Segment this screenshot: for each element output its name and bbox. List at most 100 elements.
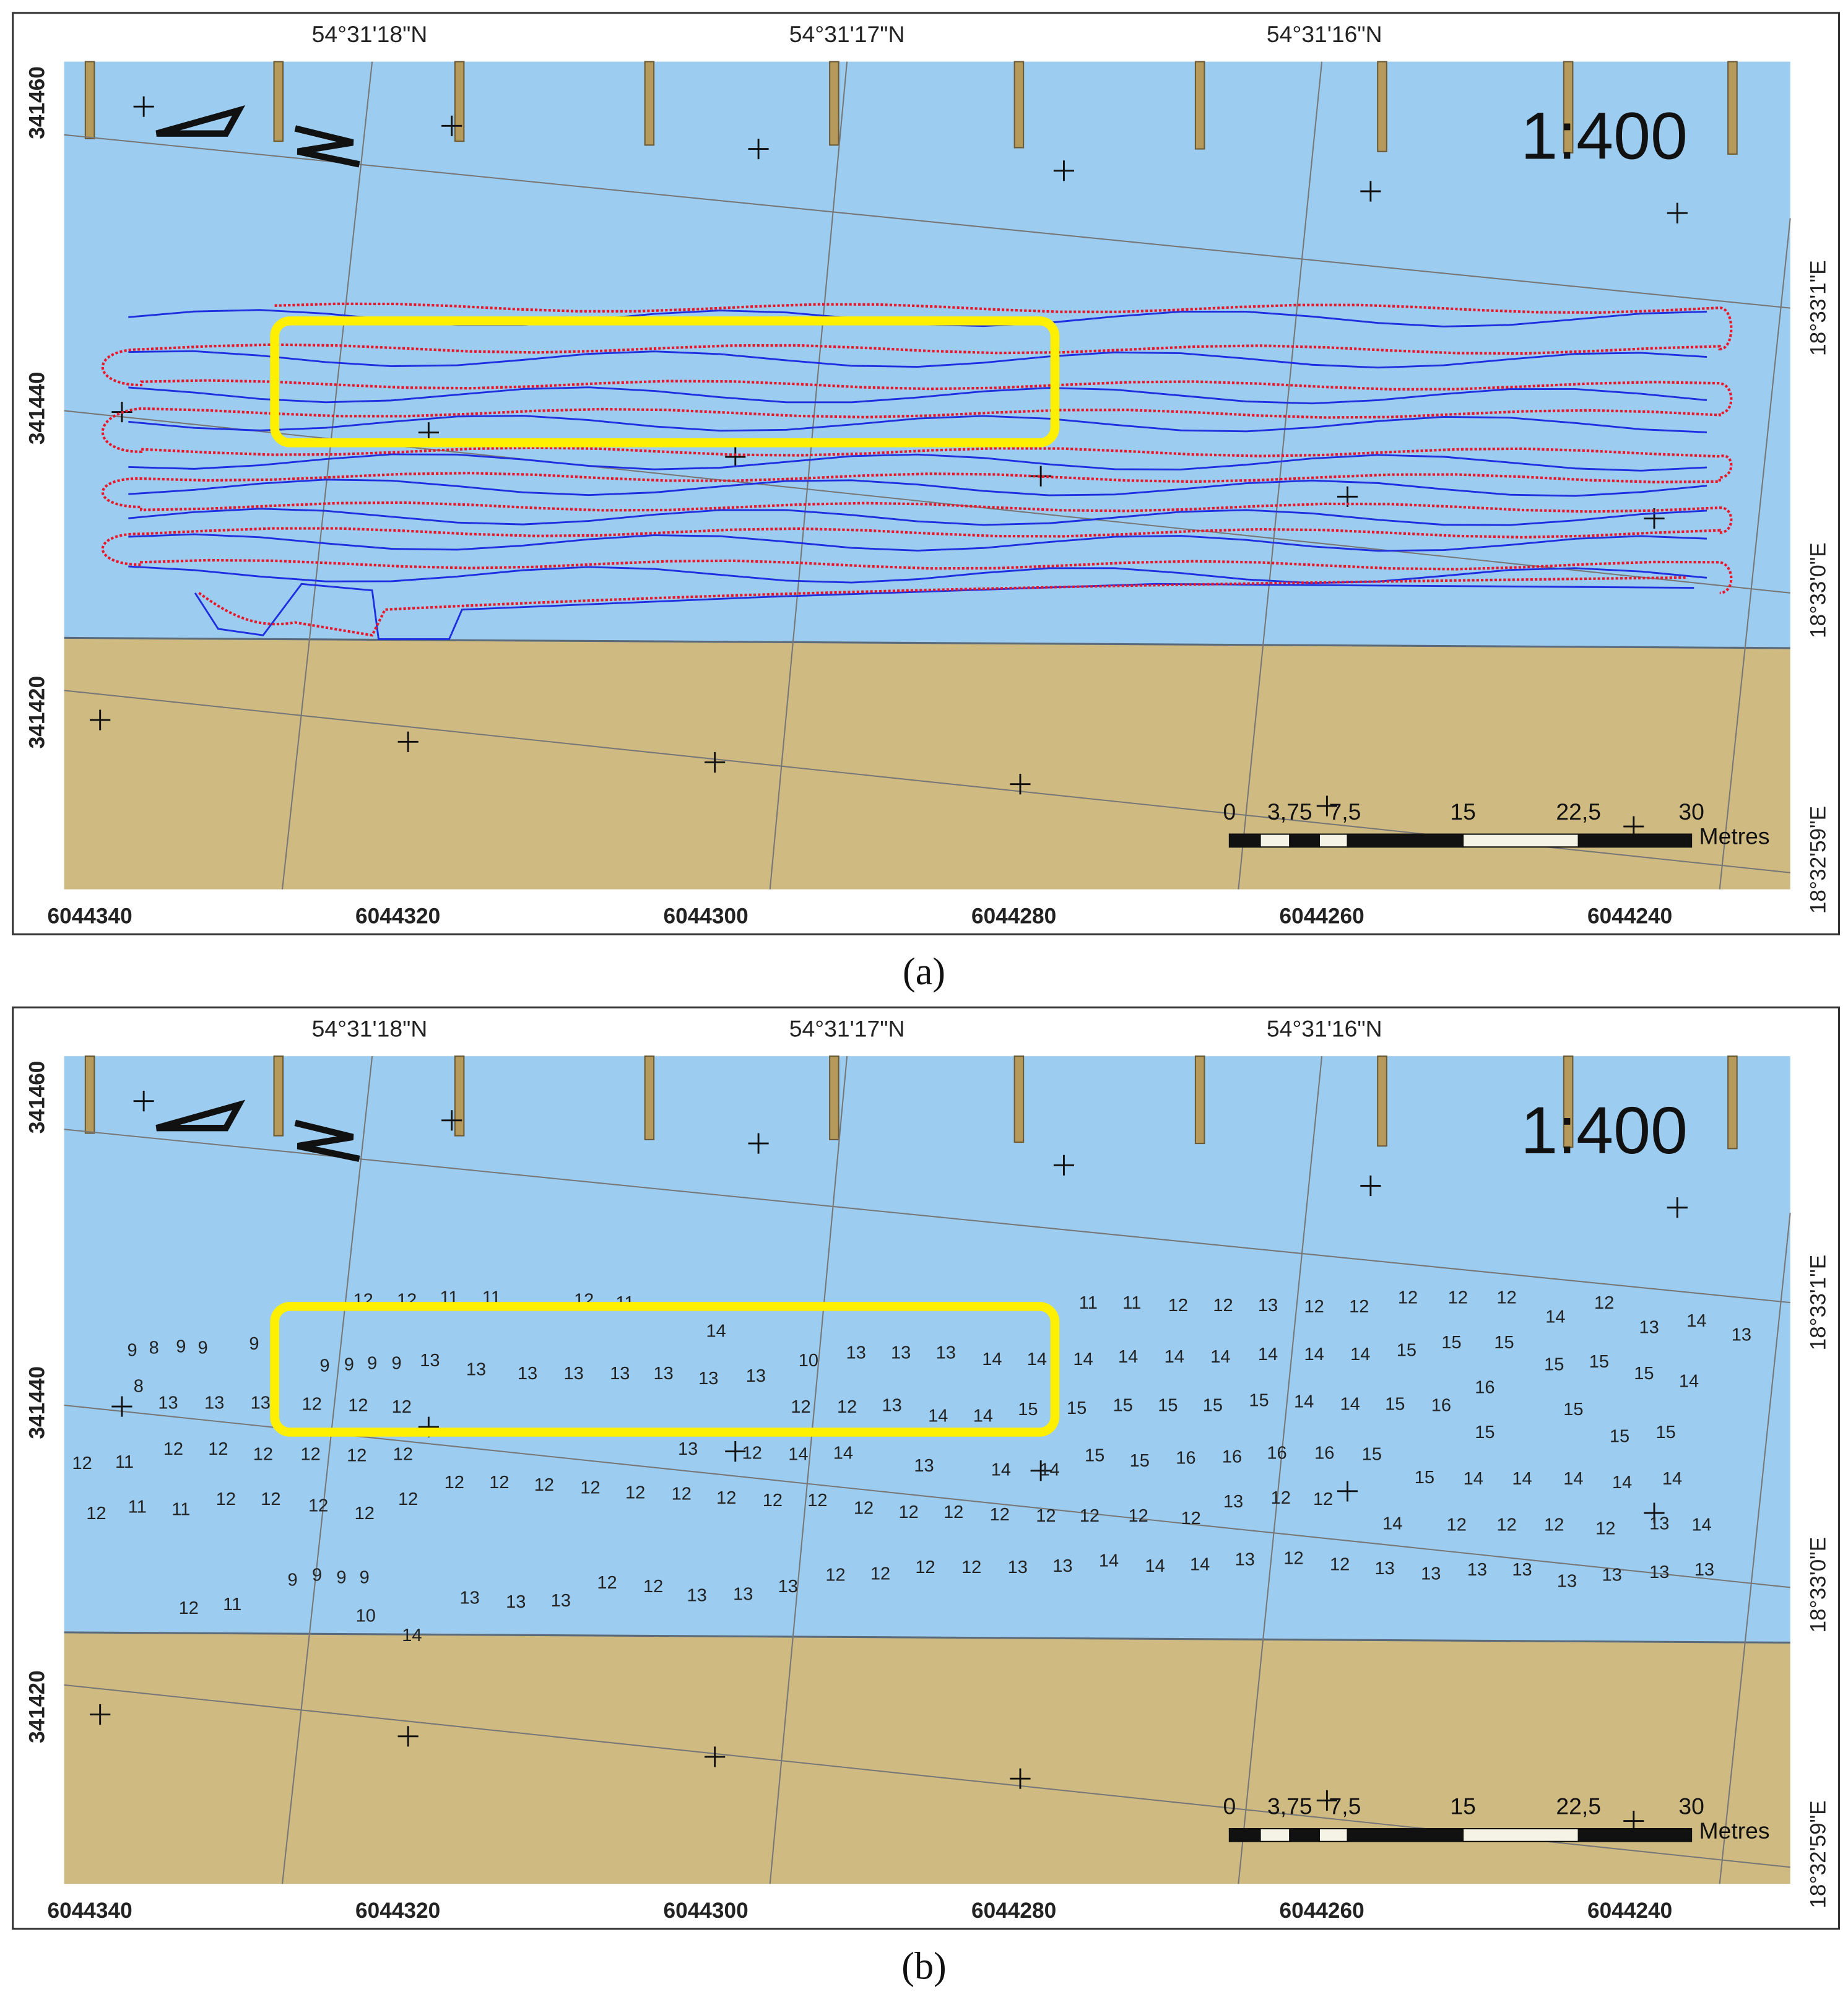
depth-sounding: 13 [936,1343,956,1363]
depth-sounding: 14 [1350,1345,1370,1364]
water [64,1056,1790,1643]
depth-sounding: 13 [1052,1556,1072,1576]
right-coordinate-label: 18°33'0"E [1807,1537,1831,1633]
depth-sounding: 15 [1249,1390,1269,1410]
depth-sounding: 12 [791,1397,810,1417]
right-coordinate-label: 18°33'1"E [1807,1255,1831,1351]
pier [644,1055,655,1140]
bottom-coordinate-label: 6044340 [48,904,132,929]
depth-sounding: 13 [1602,1565,1621,1585]
land [64,638,1790,890]
depth-sounding: 12 [825,1565,845,1585]
depth-sounding: 12 [1213,1296,1233,1315]
depth-sounding: 12 [347,1446,367,1466]
depth-sounding: 12 [216,1489,236,1509]
depth-sounding: 14 [706,1321,726,1341]
depth-sounding: 14 [1679,1371,1699,1391]
depth-sounding: 14 [1545,1307,1565,1327]
pier [1377,61,1387,152]
depth-sounding: 15 [1158,1396,1178,1416]
grid-cross [90,1704,111,1725]
depth-sounding: 14 [1210,1347,1230,1367]
scale-bar-segment [1259,1827,1291,1842]
left-coordinate-label: 341440 [25,372,50,445]
north-arrow [155,105,360,168]
pier [1727,1055,1738,1150]
scale-bar-segment [1347,833,1464,848]
depth-sounding: 13 [204,1393,224,1413]
grid-cross [1667,1197,1688,1218]
depth-sounding: 9 [197,1338,207,1358]
right-coordinate-label: 18°32'59"E [1807,806,1831,914]
grid-cross [705,1746,726,1767]
depth-sounding: 12 [1496,1288,1516,1308]
depth-sounding: 12 [898,1502,918,1522]
land [64,1632,1790,1884]
graticule-line [282,61,373,890]
depth-sounding: 9 [336,1567,346,1587]
depth-sounding: 16 [1176,1449,1195,1468]
depth-sounding: 14 [1464,1469,1483,1489]
depth-sounding: 12 [355,1504,375,1523]
depth-sounding: 9 [249,1334,259,1354]
depth-sounding: 8 [134,1377,144,1397]
depth-sounding: 12 [580,1478,600,1497]
pier [1013,1055,1025,1143]
depth-sounding: 12 [86,1504,106,1523]
grid-cross [725,1441,746,1462]
graticule-line [769,61,848,890]
depth-sounding: 14 [1692,1515,1712,1535]
depth-sounding: 16 [1431,1396,1451,1416]
depth-sounding: 12 [1349,1297,1369,1317]
depth-sounding: 15 [1589,1352,1609,1372]
grid-cross [748,1133,769,1154]
depth-sounding: 12 [763,1491,783,1510]
scale-bar-label: 7,5 [1329,799,1361,825]
depth-sounding: 13 [251,1393,271,1413]
pier [829,61,839,146]
depth-sounding: 12 [854,1499,874,1519]
survey-track-red [101,302,1733,637]
depth-sounding: 12 [392,1397,412,1417]
depth-sounding: 14 [402,1626,422,1645]
depth-sounding: 12 [837,1397,857,1417]
depth-sounding: 15 [1385,1395,1405,1415]
right-coordinate-label: 18°33'1"E [1807,260,1831,356]
depth-sounding: 13 [551,1591,571,1611]
depth-sounding: 14 [1382,1514,1402,1533]
depth-sounding: 12 [807,1491,827,1510]
depth-sounding: 14 [1304,1345,1324,1364]
depth-sounding: 12 [1595,1519,1615,1539]
depth-sounding: 14 [1340,1395,1360,1415]
depth-sounding: 13 [678,1439,698,1459]
depth-sounding: 13 [1008,1558,1028,1577]
depth-sounding: 13 [1649,1514,1669,1533]
grid-cross [397,731,419,752]
grid-cross [1010,774,1031,795]
depth-sounding: 9 [319,1356,329,1376]
map-panel: 54°31'18"N 54°31'17"N 54°31'16"N 341460 3414… [12,12,1841,993]
depth-sounding: 13 [891,1343,911,1363]
scale-bar-label: 30 [1678,1793,1704,1819]
depth-sounding: 13 [687,1586,706,1606]
pier [84,61,95,140]
depth-sounding: 12 [208,1439,228,1459]
depth-sounding: 9 [127,1341,137,1361]
depth-sounding: 14 [1118,1347,1138,1367]
depth-sounding: 11 [1079,1293,1098,1313]
scale-bar-label: 0 [1223,799,1236,825]
depth-sounding: 13 [733,1584,753,1604]
depth-sounding: 14 [833,1443,853,1463]
scale-bar-segment [1318,833,1348,848]
depth-sounding: 15 [1494,1333,1514,1353]
graticule-line [1238,1056,1323,1884]
depth-sounding: 15 [1130,1451,1150,1471]
depth-sounding: 13 [914,1456,934,1476]
depth-sounding: 9 [312,1565,322,1585]
depth-sounding: 13 [158,1393,178,1413]
grid-cross [1316,795,1337,817]
depth-sounding: 12 [302,1395,322,1415]
pier [1013,61,1025,149]
graticule-line [1238,61,1323,890]
